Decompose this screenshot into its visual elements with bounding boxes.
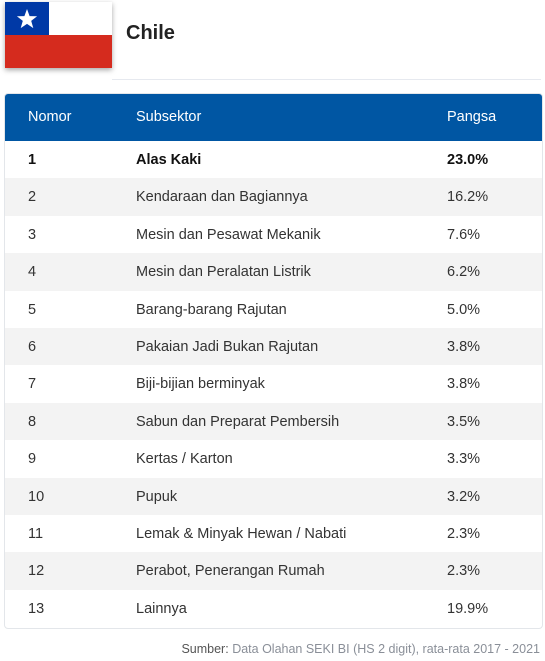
divider	[112, 79, 541, 80]
table-row: 5 Barang-barang Rajutan 5.0%	[5, 291, 542, 328]
table-row: 3 Mesin dan Pesawat Mekanik 7.6%	[5, 216, 542, 253]
row-subsector: Kertas / Karton	[136, 451, 233, 468]
row-subsector: Kendaraan dan Bagiannya	[136, 189, 308, 206]
row-number: 6	[28, 338, 37, 355]
row-share: 3.2%	[447, 488, 481, 505]
table-row: 10 Pupuk 3.2%	[5, 477, 542, 515]
column-header-number: Nomor	[28, 109, 72, 125]
row-share: 3.8%	[447, 376, 481, 393]
table-row: 13 Lainnya 19.9%	[5, 590, 542, 627]
row-number: 1	[28, 152, 37, 168]
star-icon	[16, 9, 38, 29]
row-number: 4	[28, 264, 37, 281]
row-number: 7	[28, 376, 37, 393]
row-number: 8	[28, 413, 37, 430]
table-row: 1 Alas Kaki 23.0%	[5, 141, 542, 178]
page-header: Chile	[0, 0, 545, 80]
row-subsector: Pupuk	[136, 488, 178, 505]
column-header-share: Pangsa	[447, 109, 497, 125]
row-share: 2.3%	[447, 525, 481, 542]
row-share: 6.2%	[447, 264, 481, 281]
table-row: 2 Kendaraan dan Bagiannya 16.2%	[5, 178, 542, 216]
row-share: 19.9%	[447, 600, 489, 617]
row-share: 3.8%	[447, 338, 481, 355]
row-subsector: Biji-bijian berminyak	[136, 376, 265, 393]
row-number: 2	[28, 189, 37, 206]
row-share: 23.0%	[447, 152, 489, 168]
table-row: 11 Lemak & Minyak Hewan / Nabati 2.3%	[5, 515, 542, 552]
row-number: 11	[28, 525, 44, 542]
table-row: 7 Biji-bijian berminyak 3.8%	[5, 365, 542, 402]
row-share: 3.3%	[447, 451, 481, 468]
row-number: 3	[28, 226, 37, 243]
row-subsector: Lemak & Minyak Hewan / Nabati	[136, 525, 347, 542]
row-subsector: Mesin dan Peralatan Listrik	[136, 264, 311, 281]
row-share: 2.3%	[447, 563, 481, 580]
share-table: Nomor Subsektor Pangsa 1 Alas Kaki 23.0%…	[4, 93, 543, 629]
flag-red-band	[5, 35, 112, 68]
row-number: 12	[28, 563, 45, 580]
row-number: 13	[28, 600, 45, 617]
source-text: Data Olahan SEKI BI (HS 2 digit), rata-r…	[232, 642, 540, 656]
chile-flag-icon	[5, 2, 112, 68]
row-subsector: Mesin dan Pesawat Mekanik	[136, 226, 321, 243]
row-share: 16.2%	[447, 189, 489, 206]
row-subsector: Perabot, Penerangan Rumah	[136, 563, 325, 580]
table-row: 8 Sabun dan Preparat Pembersih 3.5%	[5, 402, 542, 441]
table-row: 6 Pakaian Jadi Bukan Rajutan 3.8%	[5, 327, 542, 366]
row-share: 5.0%	[447, 301, 481, 318]
table-header: Nomor Subsektor Pangsa	[5, 94, 542, 141]
row-share: 7.6%	[447, 226, 481, 243]
table-row: 12 Perabot, Penerangan Rumah 2.3%	[5, 552, 542, 590]
row-subsector: Sabun dan Preparat Pembersih	[136, 413, 340, 430]
page-title: Chile	[126, 22, 175, 44]
table-row: 9 Kertas / Karton 3.3%	[5, 440, 542, 477]
row-number: 9	[28, 451, 37, 468]
row-number: 10	[28, 488, 45, 505]
source-label: Sumber:	[181, 642, 229, 656]
row-number: 5	[28, 301, 37, 318]
row-share: 3.5%	[447, 413, 481, 430]
row-subsector: Lainnya	[136, 600, 187, 617]
row-subsector: Pakaian Jadi Bukan Rajutan	[136, 338, 319, 355]
table-row: 4 Mesin dan Peralatan Listrik 6.2%	[5, 253, 542, 291]
row-subsector: Barang-barang Rajutan	[136, 301, 287, 318]
source-note: Sumber: Data Olahan SEKI BI (HS 2 digit)…	[181, 642, 540, 656]
column-header-subsector: Subsektor	[136, 109, 202, 125]
table-body: 1 Alas Kaki 23.0% 2 Kendaraan dan Bagian…	[5, 141, 542, 627]
row-subsector: Alas Kaki	[136, 152, 202, 168]
